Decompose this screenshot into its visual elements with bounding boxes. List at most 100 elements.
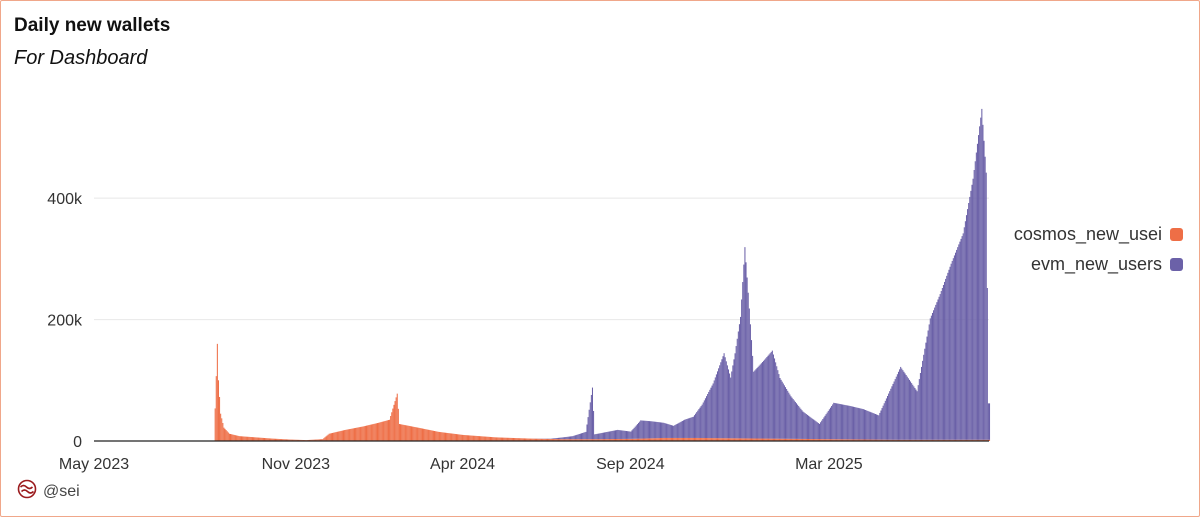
bar-cosmos <box>953 439 955 441</box>
bar-evm <box>964 221 966 440</box>
bar-cosmos <box>593 439 595 441</box>
bar-evm <box>808 415 810 439</box>
bar-cosmos <box>970 439 972 441</box>
bar-cosmos <box>611 439 613 441</box>
bar-evm <box>634 426 636 439</box>
bar-cosmos <box>827 439 829 441</box>
bar-cosmos <box>537 438 539 441</box>
bar-cosmos <box>925 439 927 441</box>
bar-cosmos <box>236 435 238 441</box>
bar-cosmos <box>357 427 359 441</box>
bar-cosmos <box>552 438 554 441</box>
bar-cosmos <box>624 438 626 441</box>
bar-cosmos <box>602 439 604 441</box>
bar-cosmos <box>534 438 536 441</box>
bar-cosmos <box>821 439 823 441</box>
bar-cosmos <box>926 439 928 441</box>
bar-cosmos <box>812 439 814 441</box>
bar-cosmos <box>842 439 844 441</box>
bar-evm <box>959 241 961 440</box>
bar-cosmos <box>741 438 743 441</box>
bar-cosmos <box>747 438 749 441</box>
bar-evm <box>845 405 847 440</box>
bar-evm <box>971 184 973 440</box>
bar-cosmos <box>457 434 459 441</box>
bar-cosmos <box>927 439 929 441</box>
bar-cosmos <box>961 439 963 441</box>
bar-cosmos <box>947 439 949 441</box>
bar-cosmos <box>814 439 816 441</box>
bar-cosmos <box>676 437 678 441</box>
bar-evm <box>559 437 561 440</box>
bar-cosmos <box>323 438 325 441</box>
bar-cosmos <box>397 408 399 441</box>
bar-cosmos <box>981 439 983 441</box>
bar-evm <box>654 421 656 439</box>
legend-swatch-cosmos <box>1170 227 1183 241</box>
bar-cosmos <box>872 439 874 441</box>
bar-evm <box>890 388 892 440</box>
bar-evm <box>666 423 668 438</box>
bar-evm <box>951 260 953 440</box>
bar-cosmos <box>610 439 612 441</box>
bar-cosmos <box>604 439 606 441</box>
bar-evm <box>801 410 803 439</box>
bar-cosmos <box>508 437 510 441</box>
y-tick-label: 0 <box>73 434 82 451</box>
bar-evm <box>789 394 791 439</box>
bar-cosmos <box>716 438 719 441</box>
bar-evm <box>895 376 897 440</box>
bar-cosmos <box>591 439 593 441</box>
legend-item-cosmos[interactable]: cosmos_new_usei <box>1014 219 1183 249</box>
bar-evm <box>867 410 869 440</box>
bar-cosmos <box>713 438 715 441</box>
legend-item-evm[interactable]: evm_new_users <box>1014 249 1183 279</box>
bar-evm <box>886 395 889 440</box>
bar-evm <box>816 422 818 440</box>
bar-cosmos <box>825 439 827 441</box>
bar-cosmos <box>804 438 806 441</box>
bar-evm <box>653 421 655 439</box>
bar-cosmos <box>934 439 936 441</box>
bar-cosmos <box>784 438 787 441</box>
bar-cosmos <box>587 439 589 441</box>
bar-cosmos <box>567 439 569 441</box>
bar-cosmos <box>240 436 243 441</box>
bar-cosmos <box>221 418 223 441</box>
bar-cosmos <box>707 438 709 441</box>
bar-cosmos <box>272 438 274 441</box>
bar-evm <box>611 430 613 440</box>
bar-cosmos <box>495 437 497 441</box>
bar-evm <box>781 381 783 439</box>
bar-evm <box>987 403 989 440</box>
bar-cosmos <box>924 439 926 441</box>
bar-evm <box>906 376 908 440</box>
legend-label-cosmos: cosmos_new_usei <box>1013 223 1162 244</box>
bar-evm <box>963 227 965 440</box>
bar-cosmos <box>801 438 803 441</box>
bar-cosmos <box>446 432 448 441</box>
bar-evm <box>931 312 934 440</box>
bar-evm <box>888 393 890 440</box>
bar-cosmos <box>407 425 409 441</box>
bar-cosmos <box>525 438 527 441</box>
bar-cosmos <box>559 439 561 441</box>
bar-cosmos <box>369 424 371 441</box>
bar-cosmos <box>233 434 235 441</box>
bar-cosmos <box>877 439 879 441</box>
bar-evm <box>786 388 788 439</box>
bar-cosmos <box>619 438 621 441</box>
bar-cosmos <box>643 438 645 441</box>
bar-evm <box>685 419 687 438</box>
bar-cosmos <box>906 439 908 441</box>
bar-cosmos <box>332 432 334 441</box>
bar-evm <box>656 421 658 439</box>
bar-cosmos <box>857 439 859 441</box>
bar-cosmos <box>250 437 252 441</box>
bar-evm <box>929 318 931 440</box>
bar-cosmos <box>292 439 294 441</box>
bar-evm <box>880 410 882 440</box>
bar-evm <box>902 370 904 440</box>
bar-evm <box>989 403 991 440</box>
bar-evm <box>591 387 593 440</box>
